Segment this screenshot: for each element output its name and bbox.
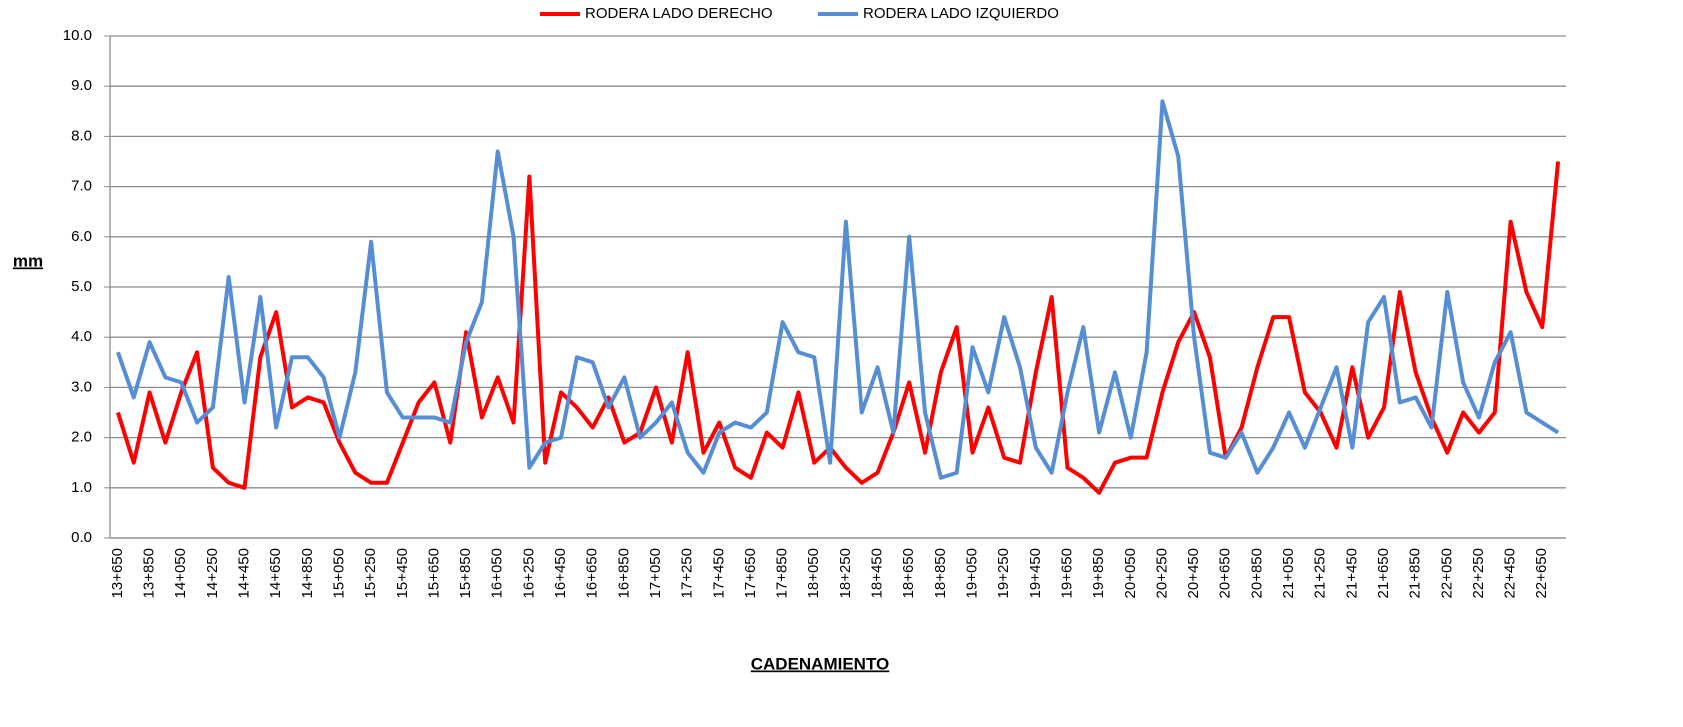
x-tick-label: 14+850 [299, 548, 316, 598]
x-tick-label: 15+650 [425, 548, 442, 598]
y-tick-label: 5.0 [71, 278, 92, 295]
legend-label: RODERA LADO IZQUIERDO [863, 5, 1059, 22]
x-tick-label: 22+050 [1438, 548, 1455, 598]
x-tick-label: 18+450 [869, 548, 886, 598]
x-tick-label: 22+450 [1502, 548, 1519, 598]
x-tick-label: 20+250 [1153, 548, 1170, 598]
x-tick-label: 17+650 [742, 548, 759, 598]
x-tick-label: 22+650 [1533, 548, 1550, 598]
x-tick-label: 18+850 [932, 548, 949, 598]
x-tick-label: 20+850 [1248, 548, 1265, 598]
series-line [116, 99, 1560, 480]
x-tick-label: 21+050 [1280, 548, 1297, 598]
x-tick-label: 18+650 [900, 548, 917, 598]
x-tick-label: 17+250 [679, 548, 696, 598]
y-axis-title: mm [13, 251, 43, 270]
x-tick-label: 21+250 [1312, 548, 1329, 598]
x-tick-label: 21+850 [1407, 548, 1424, 598]
y-tick-label: 10.0 [63, 27, 92, 44]
x-tick-label: 21+650 [1375, 548, 1392, 598]
y-tick-label: 1.0 [71, 479, 92, 496]
y-tick-label: 2.0 [71, 429, 92, 446]
x-tick-label: 15+050 [330, 548, 347, 598]
y-tick-label: 0.0 [71, 529, 92, 546]
legend-label: RODERA LADO DERECHO [585, 5, 773, 22]
x-tick-label: 20+050 [1122, 548, 1139, 598]
x-tick-label: 19+650 [1058, 548, 1075, 598]
y-tick-label: 7.0 [71, 178, 92, 195]
x-tick-label: 16+450 [552, 548, 569, 598]
x-tick-label: 16+650 [584, 548, 601, 598]
x-tick-label: 17+050 [647, 548, 664, 598]
x-tick-label: 15+850 [457, 548, 474, 598]
x-tick-label: 15+450 [394, 548, 411, 598]
x-tick-label: 15+250 [362, 548, 379, 598]
y-tick-label: 4.0 [71, 328, 92, 345]
x-tick-label: 14+050 [172, 548, 189, 598]
x-tick-label: 18+050 [805, 548, 822, 598]
x-tick-label: 19+850 [1090, 548, 1107, 598]
x-tick-label: 13+650 [109, 548, 126, 598]
x-tick-label: 19+450 [1027, 548, 1044, 598]
x-tick-label: 19+050 [963, 548, 980, 598]
x-tick-label: 14+250 [204, 548, 221, 598]
x-tick-label: 13+850 [141, 548, 158, 598]
x-tick-label: 16+050 [489, 548, 506, 598]
x-tick-label: 16+850 [615, 548, 632, 598]
x-tick-label: 17+850 [774, 548, 791, 598]
x-tick-label: 22+250 [1470, 548, 1487, 598]
x-tick-label: 14+450 [235, 548, 252, 598]
x-tick-label: 16+250 [520, 548, 537, 598]
y-tick-label: 6.0 [71, 228, 92, 245]
y-tick-label: 8.0 [71, 127, 92, 144]
x-tick-label: 17+450 [710, 548, 727, 598]
x-tick-label: 14+650 [267, 548, 284, 598]
x-tick-label: 19+250 [995, 548, 1012, 598]
x-tick-label: 20+450 [1185, 548, 1202, 598]
y-tick-label: 9.0 [71, 77, 92, 94]
y-tick-label: 3.0 [71, 378, 92, 395]
x-tick-label: 20+650 [1217, 548, 1234, 598]
x-tick-label: 18+250 [837, 548, 854, 598]
x-tick-label: 21+450 [1343, 548, 1360, 598]
x-axis-title: CADENAMIENTO [751, 654, 890, 673]
